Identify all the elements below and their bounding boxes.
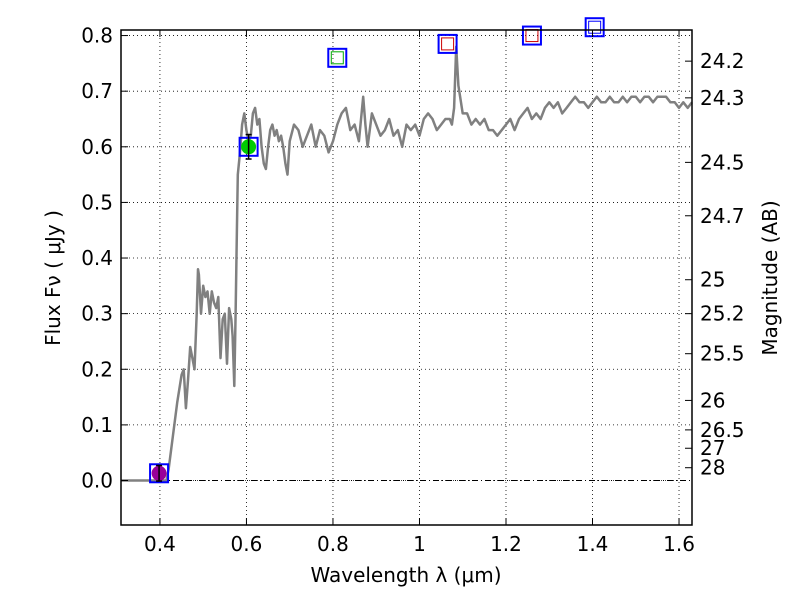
y-tick-label: 0.7 [81,79,113,103]
x-tick-label: 0.4 [144,532,176,556]
y-axis-title: Flux Fν ( μJy ) [41,210,65,346]
y-tick-label: 0.0 [81,469,113,493]
model-photometry-box [521,25,542,46]
y-tick-label: 0.4 [81,246,113,270]
magnitude-axis-title: Magnitude (AB) [758,200,782,355]
x-tick-label: 0.8 [317,532,349,556]
plot-frame [120,29,693,526]
x-tick-label: 1.6 [663,532,695,556]
x-tick-label: 1.4 [577,532,609,556]
x-tick-label: 1.2 [490,532,522,556]
magnitude-tick-label: 26.5 [700,418,745,442]
observed-photometry-box [149,463,170,484]
magnitude-tick-label: 28 [700,456,725,480]
model-photometry-inner-box [441,37,455,51]
magnitude-tick-label: 24.7 [700,204,745,228]
y-axis-ticks: 0.0 0.1 0.2 0.3 0.4 0.5 0.6 0.7 0.8 [81,24,128,493]
magnitude-tick-label: 24.2 [700,49,745,73]
x-axis-title: Wavelength λ (μm) [310,563,501,587]
magnitude-tick-label: 25.5 [700,342,745,366]
magnitude-tick-label: 24.3 [700,86,745,110]
magnitude-tick-label: 25.2 [700,302,745,326]
model-photometry-inner-box [588,20,602,34]
y-tick-label: 0.5 [81,190,113,214]
grid-lines [121,30,692,525]
model-photometry-box [437,33,458,54]
x-axis-ticks: 0.4 0.6 0.8 1 1.2 1.4 1.6 [144,30,695,556]
magnitude-tick-label: 26 [700,388,725,412]
model-spectrum-line [121,45,693,482]
magnitude-tick-label: 24.5 [700,150,745,174]
x-tick-label: 0.6 [231,532,263,556]
magnitude-tick-label: 27 [700,436,725,460]
x-tick-label: 1 [413,532,426,556]
model-photometry-inner-box [330,51,344,65]
y-tick-label: 0.3 [81,302,113,326]
y-tick-label: 0.8 [81,24,113,48]
y-tick-label: 0.1 [81,413,113,437]
plot-area [121,30,692,525]
magnitude-tick-label: 25 [700,268,725,292]
y-tick-label: 0.2 [81,357,113,381]
model-photometry-box [327,47,348,68]
model-photometry-box [584,17,605,38]
y-tick-label: 0.6 [81,135,113,159]
